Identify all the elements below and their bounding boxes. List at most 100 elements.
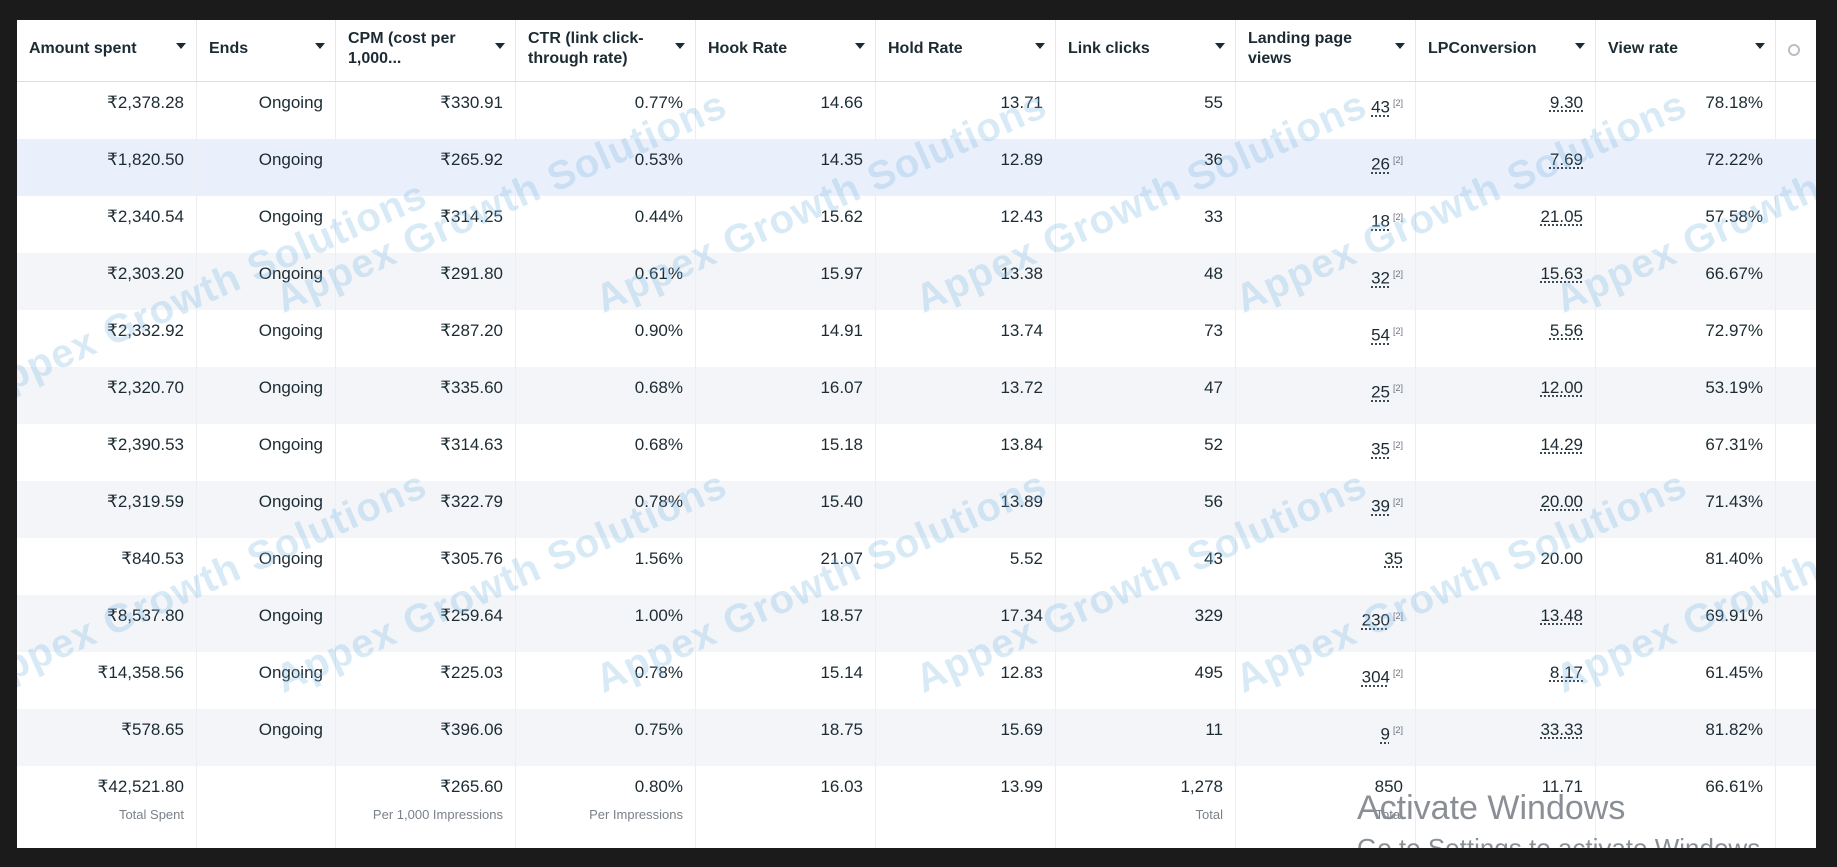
landing-page-views-cell[interactable]: 25 [2] (1236, 367, 1416, 424)
sort-caret-icon[interactable] (176, 43, 186, 49)
hook-rate-cell-value: 15.14 (820, 663, 863, 682)
landing-page-views-cell-value[interactable]: 43 (1371, 97, 1390, 117)
hold-rate-cell-value: 17.34 (1000, 606, 1043, 625)
landing-page-views-cell[interactable]: 230 [2] (1236, 595, 1416, 652)
sort-caret-icon[interactable] (1395, 43, 1405, 49)
ends-cell-value: Ongoing (258, 150, 323, 169)
column-settings[interactable] (1776, 20, 1816, 82)
lp-conversion-cell[interactable]: 9.30 (1416, 82, 1596, 139)
column-header-ends[interactable]: Ends (197, 20, 336, 82)
hold-rate-cell: 17.34 (876, 595, 1056, 652)
footnote-marker: [2] (1392, 269, 1403, 279)
column-header-hold-rate[interactable]: Hold Rate (876, 20, 1056, 82)
landing-page-views-cell-value[interactable]: 26 (1371, 154, 1390, 174)
lp-conversion-cell[interactable]: 8.17 (1416, 652, 1596, 709)
hold-rate-cell-value: 13.72 (1000, 378, 1043, 397)
landing-page-views-cell[interactable]: 54 [2] (1236, 310, 1416, 367)
ctr-cell: 0.68% (516, 424, 696, 481)
column-header-amount-spent[interactable]: Amount spent (17, 20, 197, 82)
lp-conversion-cell-value[interactable]: 20.00 (1540, 549, 1583, 568)
landing-page-views-cell-value[interactable]: 230 (1361, 610, 1390, 630)
total-lp-conversion-value: 11.71 (1541, 777, 1583, 796)
view-rate-cell-value: 78.18% (1705, 93, 1763, 112)
total-lp-conversion: 11.71 (1416, 766, 1596, 848)
landing-page-views-cell[interactable]: 35 [2] (1236, 424, 1416, 481)
view-rate-cell: 71.43% (1596, 481, 1776, 538)
column-header-view-rate[interactable]: View rate (1596, 20, 1776, 82)
metrics-table: Amount spent Ends CPM (cost per 1,000...… (17, 20, 1816, 848)
landing-page-views-cell[interactable]: 35 (1236, 538, 1416, 595)
landing-page-views-cell-value[interactable]: 39 (1371, 496, 1390, 516)
lp-conversion-cell-value[interactable]: 21.05 (1540, 207, 1583, 226)
column-header-hook-rate[interactable]: Hook Rate (696, 20, 876, 82)
landing-page-views-cell-value[interactable]: 9 (1380, 724, 1390, 744)
lp-conversion-cell[interactable]: 13.48 (1416, 595, 1596, 652)
landing-page-views-cell[interactable]: 32 [2] (1236, 253, 1416, 310)
lp-conversion-cell-value[interactable]: 20.00 (1540, 492, 1583, 511)
landing-page-views-cell-value[interactable]: 54 (1371, 325, 1390, 345)
landing-page-views-cell-value[interactable]: 18 (1371, 211, 1390, 231)
amount-cell-value: ₹840.53 (121, 549, 184, 568)
lp-conversion-cell-value[interactable]: 7.69 (1549, 150, 1583, 169)
lp-conversion-cell[interactable]: 12.00 (1416, 367, 1596, 424)
sort-caret-icon[interactable] (1575, 43, 1585, 49)
column-header-cpm[interactable]: CPM (cost per 1,000... (336, 20, 516, 82)
amount-cell-value: ₹2,303.20 (107, 264, 184, 283)
lp-conversion-cell[interactable]: 5.56 (1416, 310, 1596, 367)
landing-page-views-cell[interactable]: 43 [2] (1236, 82, 1416, 139)
lp-conversion-cell[interactable]: 7.69 (1416, 139, 1596, 196)
lp-conversion-cell-value[interactable]: 12.00 (1540, 378, 1583, 397)
total-link-clicks-value: 1,278 (1180, 777, 1223, 796)
ends-cell-value: Ongoing (258, 435, 323, 454)
total-hook-rate: 16.03 (696, 766, 876, 848)
total-ctr-caption: Per Impressions (589, 807, 683, 822)
lp-conversion-cell[interactable]: 14.29 (1416, 424, 1596, 481)
sort-caret-icon[interactable] (1035, 43, 1045, 49)
column-header-ctr[interactable]: CTR (link click-through rate) (516, 20, 696, 82)
lp-conversion-cell[interactable]: 20.00 (1416, 538, 1596, 595)
lp-conversion-cell[interactable]: 20.00 (1416, 481, 1596, 538)
lp-conversion-cell-value[interactable]: 15.63 (1540, 264, 1583, 283)
lp-conversion-cell-value[interactable]: 8.17 (1549, 663, 1583, 682)
landing-page-views-cell-value[interactable]: 304 (1361, 667, 1390, 687)
lp-conversion-cell-value[interactable]: 9.30 (1549, 93, 1583, 112)
amount-cell: ₹840.53 (17, 538, 197, 595)
sort-caret-icon[interactable] (315, 43, 325, 49)
link-clicks-cell: 495 (1056, 652, 1236, 709)
column-header-link-clicks[interactable]: Link clicks (1056, 20, 1236, 82)
hook-rate-cell-value: 15.62 (820, 207, 863, 226)
landing-page-views-cell[interactable]: 18 [2] (1236, 196, 1416, 253)
hook-rate-cell: 15.97 (696, 253, 876, 310)
landing-page-views-cell[interactable]: 9 [2] (1236, 709, 1416, 766)
landing-page-views-cell-value[interactable]: 35 (1384, 549, 1403, 568)
link-clicks-cell-value: 329 (1194, 606, 1223, 625)
sort-caret-icon[interactable] (1215, 43, 1225, 49)
sort-caret-icon[interactable] (675, 43, 685, 49)
column-settings-icon[interactable] (1788, 44, 1800, 56)
link-clicks-cell: 52 (1056, 424, 1236, 481)
cpm-cell: ₹305.76 (336, 538, 516, 595)
sort-caret-icon[interactable] (855, 43, 865, 49)
landing-page-views-cell-value[interactable]: 32 (1371, 268, 1390, 288)
landing-page-views-cell-value[interactable]: 25 (1371, 382, 1390, 402)
lp-conversion-cell-value[interactable]: 5.56 (1549, 321, 1583, 340)
lp-conversion-cell[interactable]: 15.63 (1416, 253, 1596, 310)
lp-conversion-cell-value[interactable]: 33.33 (1540, 720, 1583, 739)
hold-rate-cell: 12.83 (876, 652, 1056, 709)
landing-page-views-cell[interactable]: 26 [2] (1236, 139, 1416, 196)
lp-conversion-cell-value[interactable]: 14.29 (1540, 435, 1583, 454)
landing-page-views-cell-value[interactable]: 35 (1371, 439, 1390, 459)
view-rate-cell: 72.97% (1596, 310, 1776, 367)
column-header-lp-conversion[interactable]: LPConversion (1416, 20, 1596, 82)
landing-page-views-cell[interactable]: 39 [2] (1236, 481, 1416, 538)
total-ctr: 0.80% Per Impressions (516, 766, 696, 848)
lp-conversion-cell[interactable]: 21.05 (1416, 196, 1596, 253)
lp-conversion-cell[interactable]: 33.33 (1416, 709, 1596, 766)
column-header-landing-page-views[interactable]: Landing page views (1236, 20, 1416, 82)
sort-caret-icon[interactable] (1755, 43, 1765, 49)
landing-page-views-cell[interactable]: 304 [2] (1236, 652, 1416, 709)
row-spacer (1776, 652, 1816, 709)
lp-conversion-cell-value[interactable]: 13.48 (1540, 606, 1583, 625)
sort-caret-icon[interactable] (495, 43, 505, 49)
footnote-marker: [2] (1392, 383, 1403, 393)
